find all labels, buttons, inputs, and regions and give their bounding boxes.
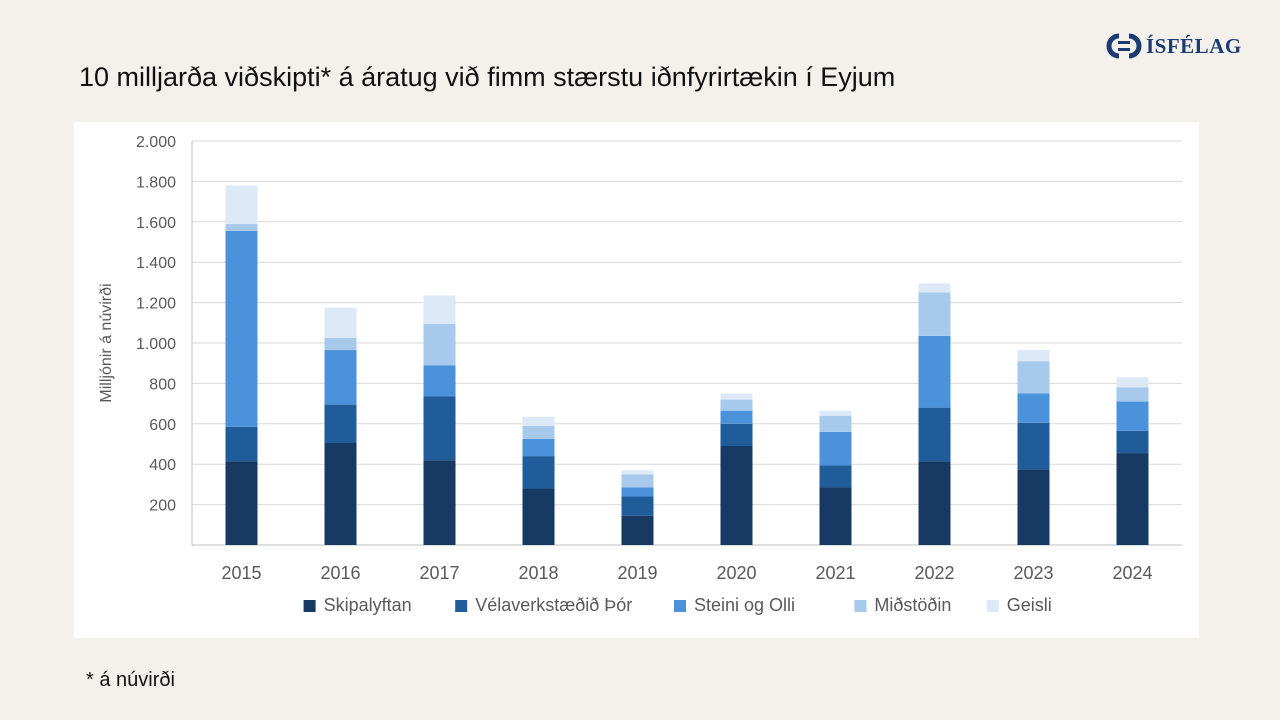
bar-segment xyxy=(324,442,357,545)
chart-panel: 200 400 600 800 1.000 1.200 1.400 1.600 1.800 2.0… xyxy=(74,122,1199,638)
bar-segment xyxy=(225,223,258,231)
bar-segment xyxy=(1017,422,1050,470)
y-tick-label: 600 xyxy=(149,417,176,434)
x-tick-label: 2021 xyxy=(815,563,855,583)
x-tick-label: 2023 xyxy=(1013,563,1053,583)
company-logo: ÍSFÉLAG xyxy=(1106,33,1242,59)
bar-segment xyxy=(522,416,555,426)
bar-segment xyxy=(225,230,258,427)
legend-label: Steini og Olli xyxy=(694,595,795,615)
bar-segment xyxy=(1116,453,1149,545)
logo-text: ÍSFÉLAG xyxy=(1146,33,1242,58)
legend-label: Miðstöðin xyxy=(874,595,951,615)
bar-segment xyxy=(522,488,555,545)
legend-swatch xyxy=(455,600,468,612)
x-tick-label: 2018 xyxy=(518,563,558,583)
y-tick-label: 1.200 xyxy=(136,296,176,313)
bar-segment xyxy=(1017,393,1050,423)
bar-segment xyxy=(621,515,654,545)
x-tick-label: 2015 xyxy=(221,563,261,583)
bar-segment xyxy=(720,410,753,424)
bar-segment xyxy=(225,461,258,545)
bar-segment xyxy=(918,283,951,293)
isfelag-logo-icon xyxy=(1106,33,1142,59)
bar-segment xyxy=(621,474,654,488)
bar-segment xyxy=(819,415,852,432)
legend-swatch xyxy=(986,600,999,612)
bar-segment xyxy=(1116,387,1149,402)
stacked-bar-chart: 200 400 600 800 1.000 1.200 1.400 1.600 1.800 2.0… xyxy=(98,134,1182,615)
bar-segment xyxy=(720,423,753,447)
bar-segment xyxy=(621,487,654,497)
x-tick-label: 2017 xyxy=(419,563,459,583)
bar-segment xyxy=(324,307,357,338)
slide-title: 10 milljarða viðskipti* á áratug við fim… xyxy=(79,62,896,92)
bar-segment xyxy=(621,470,654,475)
y-tick-label: 400 xyxy=(149,457,176,474)
bar-segment xyxy=(522,438,555,457)
bar-segment xyxy=(1017,469,1050,545)
bar-segment xyxy=(918,335,951,408)
bar-segment xyxy=(1116,377,1149,388)
bar-segment xyxy=(324,337,357,351)
bar-segment xyxy=(1116,430,1149,454)
legend-label: Geisli xyxy=(1007,595,1052,615)
legend-label: Vélaverkstæðið Þór xyxy=(475,595,632,615)
y-tick-label: 1.800 xyxy=(136,174,176,191)
bar-segment xyxy=(324,350,357,405)
y-axis-label: Milljónir á núvirði xyxy=(98,283,115,402)
bar-segment xyxy=(423,295,456,324)
x-tick-label: 2020 xyxy=(716,563,756,583)
bar-segment xyxy=(819,465,852,488)
y-tick-label: 800 xyxy=(149,376,176,393)
bar-segment xyxy=(720,399,753,411)
bar-segment xyxy=(720,446,753,545)
bar-segment xyxy=(720,393,753,400)
bar-segment xyxy=(423,365,456,397)
bar-segment xyxy=(225,426,258,462)
bar-segment xyxy=(819,431,852,466)
bar-segment xyxy=(423,460,456,545)
legend-label: Skipalyftan xyxy=(324,595,412,615)
bar-segment xyxy=(225,185,258,224)
bar-segment xyxy=(1116,401,1149,431)
y-tick-label: 1.000 xyxy=(136,336,176,353)
bar-segment xyxy=(819,487,852,545)
bar-segment xyxy=(918,461,951,545)
x-tick-label: 2024 xyxy=(1112,563,1152,583)
bar-segment xyxy=(918,292,951,336)
bar-segment xyxy=(918,407,951,462)
y-tick-label: 200 xyxy=(149,498,176,515)
x-tick-label: 2022 xyxy=(914,563,954,583)
bar-segment xyxy=(522,425,555,439)
bar-segment xyxy=(819,410,852,416)
footnote: * á núvirði xyxy=(86,669,175,691)
y-tick-label: 1.400 xyxy=(136,255,176,272)
bar-segment xyxy=(1017,350,1050,362)
x-tick-label: 2019 xyxy=(617,563,657,583)
bar-segment xyxy=(1017,361,1050,394)
legend-swatch xyxy=(303,600,316,612)
bar-segment xyxy=(423,396,456,461)
legend-swatch xyxy=(674,600,686,612)
x-tick-label: 2016 xyxy=(320,563,360,583)
bar-segment xyxy=(621,496,654,516)
y-tick-label: 1.600 xyxy=(136,215,176,232)
legend-swatch xyxy=(854,600,867,612)
bar-segment xyxy=(324,404,357,443)
bar-segment xyxy=(423,323,456,366)
y-tick-label: 2.000 xyxy=(136,134,176,151)
bar-segment xyxy=(522,456,555,489)
